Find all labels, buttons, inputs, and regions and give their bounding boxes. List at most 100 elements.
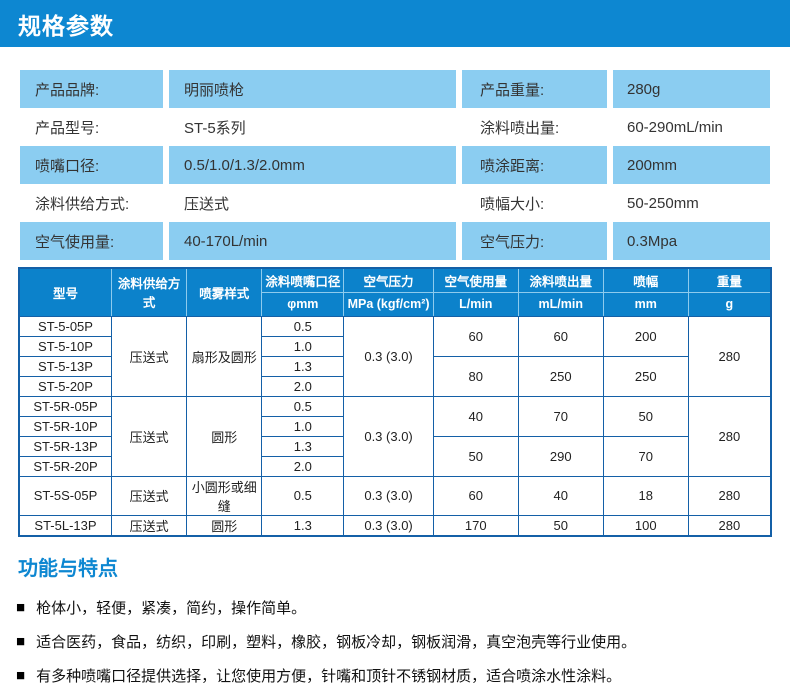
table-header-cell: 重量 <box>687 267 772 293</box>
table-cell: 圆形 <box>186 514 263 536</box>
spec-label: 喷嘴口径: <box>20 146 163 184</box>
table-header-cell: 涂料喷出量 <box>517 267 604 293</box>
table-header-cell: 喷幅 <box>602 267 689 293</box>
table-cell: 60 <box>432 315 519 357</box>
spec-value: 60-290mL/min <box>627 118 723 136</box>
table-header-cell: MPa (kgf/cm²) <box>343 291 434 317</box>
spec-value: 0.3Mpa <box>613 222 770 260</box>
table-cell: ST-5R-05P <box>18 395 112 417</box>
table-cell: 2.0 <box>261 375 345 397</box>
table-cell: 50 <box>602 395 689 437</box>
spec-value: 压送式 <box>184 195 230 213</box>
table-header-cell: φmm <box>261 291 345 317</box>
table-cell: 100 <box>602 514 689 536</box>
table-row: ST-5L-13P 压送式 圆形 1.3 0.3 (3.0) 170 50 100 280 <box>18 514 772 536</box>
table-cell: 0.5 <box>261 395 345 417</box>
table-cell: 50 <box>517 514 604 536</box>
feature-text: 有多种喷嘴口径提供选择，让您使用方便，针嘴和顶针不锈钢材质，适合喷涂水性涂料。 <box>36 667 622 685</box>
table-cell: ST-5-13P <box>18 355 112 377</box>
table-cell: 1.0 <box>261 335 345 357</box>
feature-item: ■ 适合医药，食品，纺织，印刷，塑料，橡胶，钢板冷却，钢板润滑，真空泡壳等行业使… <box>16 631 774 652</box>
table-cell: ST-5-05P <box>18 315 112 337</box>
spec-value: 280g <box>613 70 770 108</box>
bullet-square-icon: ■ <box>16 666 26 684</box>
spec-label: 涂料喷出量: <box>480 119 560 137</box>
table-header-cell: 喷雾样式 <box>186 267 263 317</box>
table-cell: 0.5 <box>261 475 345 516</box>
table-header-cell: g <box>687 291 772 317</box>
bullet-square-icon: ■ <box>16 598 26 616</box>
table-cell: 压送式 <box>110 315 188 397</box>
table-row: 型号 涂料供给方式 喷雾样式 涂料喷嘴口径 空气压力 空气使用量 涂料喷出量 喷幅 重量 <box>18 267 772 317</box>
spec-row: 产品型号: ST-5系列 涂料喷出量: 60-290mL/min <box>20 108 770 146</box>
spec-value: 200mm <box>613 146 770 184</box>
table-cell: ST-5R-13P <box>18 435 112 457</box>
spec-row: 喷嘴口径: 0.5/1.0/1.3/2.0mm 喷涂距离: 200mm <box>20 146 770 184</box>
features-section: 功能与特点 ■ 枪体小，轻便，紧凑，简约，操作简单。 ■ 适合医药，食品，纺织，… <box>16 552 774 686</box>
table-cell: 50 <box>432 435 519 477</box>
table-cell: 250 <box>517 355 604 397</box>
table-cell: 70 <box>517 395 604 437</box>
table-cell: ST-5L-13P <box>18 514 112 536</box>
table-cell: 280 <box>687 475 772 516</box>
table-header-cell: 空气压力 <box>343 267 434 293</box>
table-cell: ST-5-20P <box>18 375 112 397</box>
table-cell: 250 <box>602 355 689 397</box>
table-cell: 70 <box>602 435 689 477</box>
table-cell: 压送式 <box>110 395 188 477</box>
spec-value: 明丽喷枪 <box>169 70 456 108</box>
table-row: φmm MPa (kgf/cm²) L/min mL/min mm g <box>19 291 772 317</box>
spec-label: 空气压力: <box>462 222 607 260</box>
table-cell: ST-5R-10P <box>18 415 112 437</box>
table-cell: ST-5R-20P <box>18 455 112 477</box>
table-header-cell: 涂料供给方式 <box>110 267 188 317</box>
feature-text: 枪体小，轻便，紧凑，简约，操作简单。 <box>36 599 307 617</box>
table-row: ST-5-20P 2.0 <box>18 375 771 397</box>
spec-row: 产品品牌: 明丽喷枪 产品重量: 280g <box>20 70 770 108</box>
spec-row: 涂料供给方式: 压送式 喷幅大小: 50-250mm <box>20 184 770 222</box>
table-cell: 200 <box>602 315 689 357</box>
spec-value: 40-170L/min <box>169 222 456 260</box>
table-header-cell: mm <box>602 291 689 317</box>
table-cell: 压送式 <box>110 475 188 516</box>
table-cell: 0.3 (3.0) <box>343 514 434 536</box>
table-cell: 40 <box>517 475 604 516</box>
table-cell: ST-5-10P <box>18 335 112 357</box>
spec-value: 0.5/1.0/1.3/2.0mm <box>169 146 456 184</box>
spec-label: 产品型号: <box>35 119 100 137</box>
table-cell: 小圆形或细缝 <box>186 475 263 516</box>
table-cell: ST-5S-05P <box>18 475 112 516</box>
table-cell: 290 <box>517 435 604 477</box>
spec-grid: 产品品牌: 明丽喷枪 产品重量: 280g 产品型号: ST-5系列 涂料喷出量… <box>20 70 770 260</box>
table-cell: 80 <box>432 355 519 397</box>
spec-table: 型号 涂料供给方式 喷雾样式 涂料喷嘴口径 空气压力 空气使用量 涂料喷出量 喷幅 重量 φmm M… <box>18 267 772 537</box>
spec-label: 产品品牌: <box>20 70 163 108</box>
page-title: 规格参数 <box>18 12 114 39</box>
spec-table-wrap: 型号 涂料供给方式 喷雾样式 涂料喷嘴口径 空气压力 空气使用量 涂料喷出量 喷幅 重量 φmm M… <box>18 267 772 537</box>
spec-label: 涂料供给方式: <box>35 195 130 213</box>
table-cell: 圆形 <box>186 395 263 477</box>
table-cell: 压送式 <box>110 514 188 536</box>
table-cell: 0.3 (3.0) <box>343 395 434 477</box>
table-cell: 0.5 <box>261 315 345 337</box>
table-header-cell: 涂料喷嘴口径 <box>261 267 345 293</box>
table-row: ST-5-05P 压送式 扇形及圆形 0.5 0.3 (3.0) 60 60 200 280 <box>18 315 772 397</box>
spec-value: ST-5系列 <box>184 119 246 137</box>
table-header-cell: L/min <box>432 291 519 317</box>
table-cell: 1.3 <box>261 355 345 377</box>
table-cell: 0.3 (3.0) <box>343 315 434 397</box>
features-title: 功能与特点 <box>18 557 118 580</box>
spec-label: 产品重量: <box>462 70 607 108</box>
table-header-cell: 型号 <box>18 267 112 317</box>
table-cell: 60 <box>432 475 519 516</box>
table-row: ST-5R-10P 1.0 <box>18 415 771 437</box>
table-row: ST-5-10P 1.0 <box>18 335 771 357</box>
table-row: ST-5S-05P 压送式 小圆形或细缝 0.5 0.3 (3.0) 60 40 18 280 <box>18 475 772 516</box>
table-cell: 280 <box>687 315 772 397</box>
table-cell: 1.3 <box>261 514 345 536</box>
table-cell: 280 <box>687 395 772 477</box>
table-cell: 2.0 <box>261 455 345 477</box>
table-row: ST-5R-20P 2.0 <box>18 455 771 477</box>
spec-label: 空气使用量: <box>20 222 163 260</box>
table-cell: 170 <box>432 514 519 536</box>
